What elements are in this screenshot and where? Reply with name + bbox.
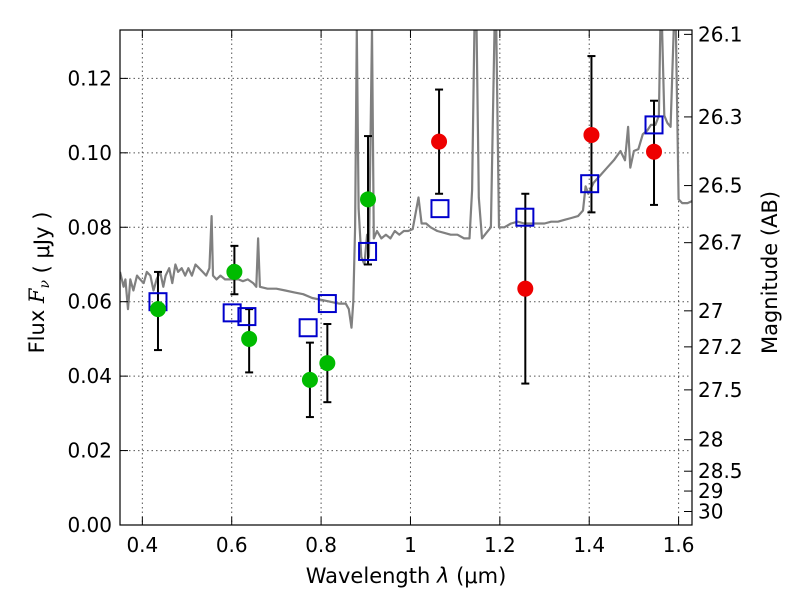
x-tick-label: 1.4: [573, 533, 605, 557]
x-axis-title: Wavelength λ (μm): [306, 564, 507, 588]
model-square-point: [430, 199, 450, 219]
magnitude-tick-label: 27.5: [698, 378, 743, 402]
magnitude-tick-label: 29: [698, 479, 723, 503]
grid-lines: [120, 30, 692, 525]
plot-frame: [119, 29, 693, 526]
y-axis-title-part: Flux: [25, 303, 49, 353]
y-axis-title: Flux Fν ( μJy ): [25, 212, 54, 354]
y-tick-label: 0.02: [67, 439, 112, 463]
magnitude-tick-label: 27.2: [698, 335, 743, 359]
model-square-point: [358, 241, 378, 261]
y-tick-label: 0.12: [67, 66, 112, 90]
magnitude-tick-label: 26.3: [698, 105, 743, 129]
y-tick-label: 0.06: [67, 290, 112, 314]
y-tick-label: 0.04: [67, 364, 112, 388]
magnitude-tick-label: 30: [698, 499, 723, 523]
model-spectrum-line: [120, 30, 692, 329]
observed-flux-point: [431, 133, 448, 150]
y-axis-title-part: ( μJy ): [30, 212, 54, 280]
x-axis-title-part: Wavelength: [306, 564, 437, 588]
magnitude-tick-label: 26.5: [698, 174, 743, 198]
x-tick-label: 0.8: [305, 533, 337, 557]
x-tick-label: 1.6: [663, 533, 695, 557]
model-square-point: [237, 307, 257, 327]
magnitude-tick-label: 28.5: [698, 459, 743, 483]
observed-flux-point: [517, 280, 534, 297]
magnitude-tick-label: 27: [698, 299, 723, 323]
observed-flux-point: [319, 355, 336, 372]
y-tick-label: 0.10: [67, 141, 112, 165]
model-square-point: [644, 115, 664, 135]
model-square-point: [298, 318, 318, 338]
y-tick-label: 0.08: [67, 215, 112, 239]
model-square-point: [580, 174, 600, 194]
observed-flux-point: [226, 263, 243, 280]
model-square-point: [222, 303, 242, 323]
x-tick-label: 1.2: [484, 533, 516, 557]
magnitude-tick-label: 26.7: [698, 231, 743, 255]
axis-ticks: 0.4 0.6 0.8 1 1.2 1.4 1.6 0.00 0.02 0.04 0.06 0.08 0…: [67, 22, 742, 557]
magnitude-tick-label: 28: [698, 428, 723, 452]
x-axis-title-part: λ: [436, 564, 456, 588]
observed-flux-point: [301, 371, 318, 388]
model-square-point: [515, 207, 535, 227]
x-axis-title-part: (μm): [456, 564, 506, 588]
x-tick-label: 0.4: [126, 533, 158, 557]
x-tick-label: 1: [404, 533, 417, 557]
y-axis-title-part: ν: [37, 280, 53, 289]
observed-flux-point: [646, 143, 663, 160]
observed-flux-point: [360, 191, 377, 208]
magnitude-tick-label: 26.1: [698, 22, 743, 46]
observed-flux-point: [241, 330, 258, 347]
magnitude-axis-title: Magnitude (AB): [758, 191, 782, 354]
x-tick-label: 0.6: [216, 533, 248, 557]
plot-area: [120, 30, 692, 419]
observed-flux-point: [583, 126, 600, 143]
y-axis-title-part: F: [25, 287, 49, 304]
model-square-point: [317, 294, 337, 314]
observed-flux-point: [149, 301, 166, 318]
y-tick-label: 0.00: [67, 513, 112, 537]
